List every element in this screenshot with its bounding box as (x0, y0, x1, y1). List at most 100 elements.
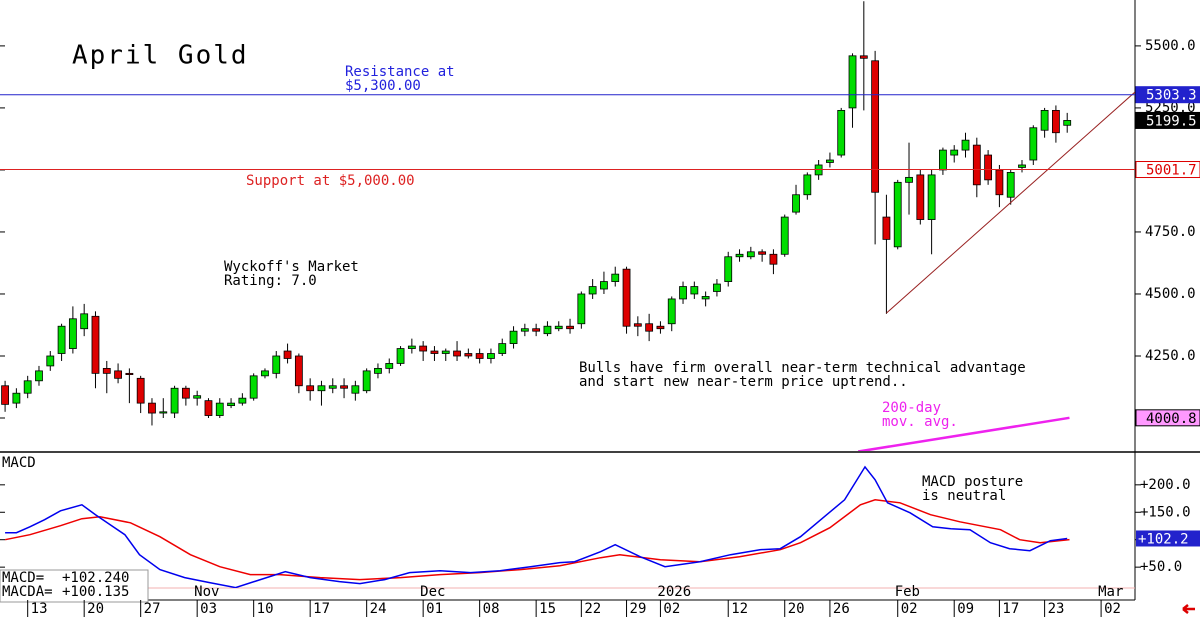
candle-body (204, 400, 213, 416)
candle-body (148, 402, 156, 414)
candle-body (136, 377, 145, 404)
x-tick-label: 17 (313, 601, 330, 617)
candle-body (91, 315, 100, 374)
x-tick-label: 22 (584, 601, 601, 617)
candle-body (475, 353, 484, 359)
y-tick-label: 4250.0 (1145, 348, 1196, 364)
candle-body (882, 216, 891, 240)
series-line (5, 465, 1068, 588)
candle-body (238, 397, 247, 404)
axis-marker-label: 5303.3 (1146, 88, 1197, 104)
candle-body (1052, 109, 1060, 134)
candle-body (611, 273, 620, 282)
candle-body (769, 253, 778, 265)
candle-body (498, 343, 507, 354)
candle-body (577, 293, 586, 325)
y-tick-label: 4750.0 (1145, 224, 1196, 240)
trendline (886, 91, 1135, 314)
candle-body (1029, 127, 1038, 161)
candle-body (758, 251, 767, 255)
candle-body (430, 350, 439, 354)
candle-body (374, 367, 382, 374)
x-tick-label: 02 (663, 601, 680, 617)
x-tick-label: 20 (788, 601, 805, 617)
x-tick-label: 12 (731, 601, 748, 617)
candle-body (1, 385, 9, 405)
annotation: Support at $5,000.00 (246, 173, 415, 189)
x-tick-label: 29 (630, 601, 647, 617)
annotation: mov. avg. (882, 414, 958, 430)
candle-body (227, 402, 235, 407)
candle-body (893, 181, 902, 248)
legend-value: +100.135 (62, 584, 129, 600)
candle-body (679, 286, 687, 300)
y-tick-label: +150.0 (1140, 504, 1191, 520)
candle-body (735, 253, 744, 258)
panel-title: MACD (2, 455, 36, 471)
candle-body (645, 323, 654, 332)
candle-body (464, 353, 473, 357)
candle-body (848, 55, 857, 109)
annotation: MACD posture (922, 474, 1023, 490)
candle-body (1006, 172, 1015, 198)
x-tick-label: 17 (1002, 601, 1019, 617)
candle-body (419, 345, 428, 352)
legend-value: +102.240 (62, 570, 129, 586)
candle-body (746, 251, 755, 258)
candle-body (859, 55, 868, 59)
candle-body (690, 286, 699, 295)
x-tick-label: 03 (200, 601, 217, 617)
candle-body (972, 144, 981, 186)
candle-body (68, 318, 77, 349)
y-tick-label: 4500.0 (1145, 286, 1196, 302)
y-tick-label: 5500.0 (1145, 38, 1196, 54)
candle-body (803, 174, 812, 196)
candle-body (1063, 120, 1072, 126)
annotation: Bulls have firm overall near-term techni… (579, 360, 1026, 376)
legend-name: MACDA= (2, 584, 53, 600)
candle-body (283, 350, 292, 359)
price-plot (1, 1, 1135, 451)
x-tick-label: 15 (539, 601, 556, 617)
candle-body (1040, 109, 1049, 131)
candle-body (916, 174, 925, 220)
y-tick-label: +200.0 (1140, 477, 1191, 493)
axis-marker (1135, 409, 1200, 427)
x-tick-label: 08 (483, 601, 500, 617)
candle-body (102, 367, 111, 374)
candle-body (328, 385, 337, 389)
annotation: 200-day (882, 400, 941, 416)
candle-body (159, 411, 168, 414)
x-tick-label: 27 (144, 601, 161, 617)
month-label: Dec (420, 584, 445, 600)
candle-body (995, 169, 1004, 196)
month-label: Nov (194, 584, 219, 600)
candle-body (407, 345, 416, 349)
candle-body (181, 387, 190, 399)
axis-marker (1135, 111, 1200, 129)
candle-body (701, 296, 710, 300)
axis-marker-label: +102.2 (1138, 531, 1189, 547)
candle-body (826, 159, 834, 163)
chart-title: April Gold (72, 41, 249, 71)
macd-plot (4, 465, 1070, 588)
scroll-arrow[interactable] (1182, 604, 1195, 614)
candle-body (1018, 164, 1026, 168)
candle-body (362, 370, 371, 392)
candle-body (114, 370, 122, 379)
x-tick-label: 09 (957, 601, 974, 617)
x-tick-label: 23 (1048, 601, 1065, 617)
candle-body (272, 355, 281, 374)
x-tick-label: 02 (1104, 601, 1121, 617)
candle-body (396, 348, 405, 364)
x-tick-label: 02 (901, 601, 918, 617)
candle-body (837, 109, 846, 156)
candle-body (532, 328, 541, 332)
annotation: is neutral (922, 488, 1006, 504)
candle-body (385, 363, 394, 369)
moving-average (857, 416, 1070, 451)
x-tick-label: 01 (426, 601, 443, 617)
annotation: Rating: 7.0 (224, 273, 317, 289)
